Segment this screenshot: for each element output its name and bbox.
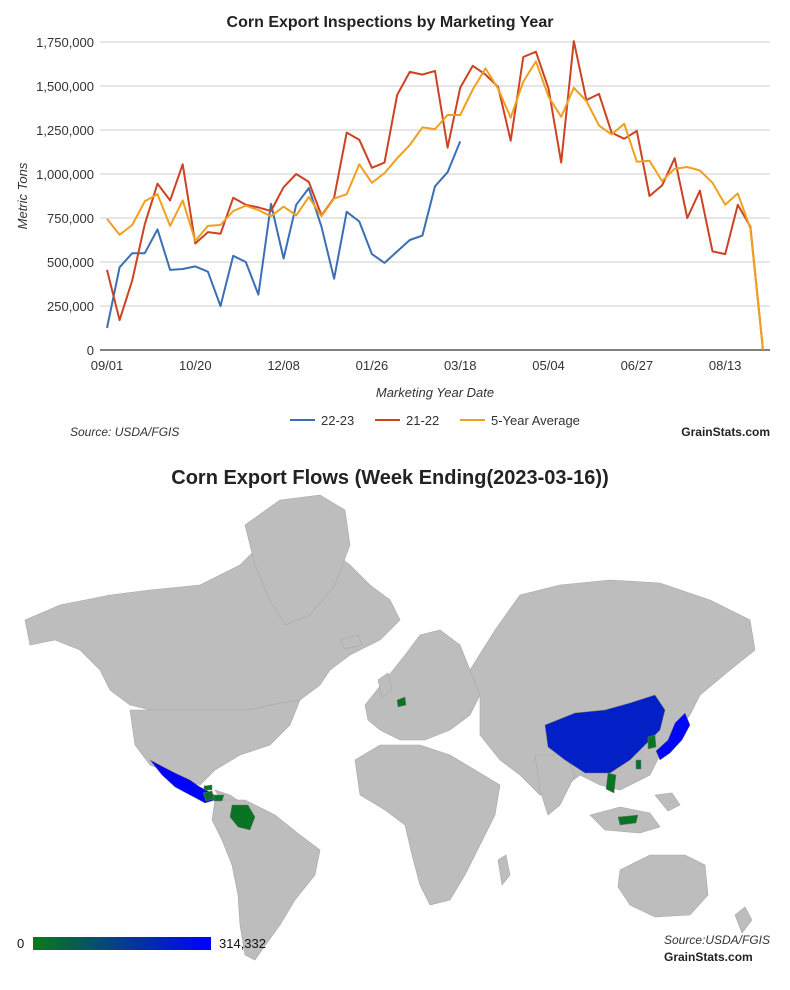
region-malaysia — [617, 814, 639, 826]
region-taiwan — [635, 759, 642, 770]
line-chart: Corn Export Inspections by Marketing Yea… — [15, 14, 770, 439]
y-tick-label: 1,000,000 — [36, 167, 94, 182]
series-line-21-22 — [106, 40, 764, 351]
export-flow-map: Corn Export Flows (Week Ending(2023-03-1… — [0, 455, 790, 985]
y-tick-label: 0 — [87, 343, 94, 358]
series-line-5-year-average — [106, 60, 764, 351]
x-tick-label: 10/20 — [179, 358, 212, 373]
y-tick-label: 1,250,000 — [36, 123, 94, 138]
scale-min-label: 0 — [17, 936, 24, 951]
region-jamaica — [203, 784, 213, 791]
x-tick-label: 06/27 — [621, 358, 654, 373]
y-tick-label: 250,000 — [47, 299, 94, 314]
legend-label: 5-Year Average — [491, 413, 580, 428]
x-tick-label: 12/08 — [267, 358, 300, 373]
grid-lines — [100, 41, 770, 351]
region-south-korea — [647, 734, 657, 750]
x-tick-label: 09/01 — [91, 358, 124, 373]
region-netherlands — [396, 696, 407, 708]
x-tick-label: 05/04 — [532, 358, 565, 373]
series-lines — [106, 40, 764, 351]
y-tick-label: 1,500,000 — [36, 79, 94, 94]
map-title: Corn Export Flows (Week Ending(2023-03-1… — [171, 467, 609, 489]
x-tick-label: 08/13 — [709, 358, 742, 373]
y-tick-label: 750,000 — [47, 211, 94, 226]
y-tick-label: 1,750,000 — [36, 35, 94, 50]
series-line-22-23 — [106, 141, 462, 329]
region-colombia — [229, 804, 256, 831]
region-honduras — [213, 794, 225, 802]
chart-brand: GrainStats.com — [681, 425, 770, 439]
y-tick-label: 500,000 — [47, 255, 94, 270]
legend-label: 22-23 — [321, 413, 354, 428]
scale-max-label: 314,332 — [219, 936, 266, 951]
highlighted-countries — [149, 694, 691, 831]
x-axis-title: Marketing Year Date — [376, 385, 494, 400]
x-tick-label: 03/18 — [444, 358, 477, 373]
legend: 22-23 21-22 5-Year Average — [290, 413, 580, 428]
map-source: Source:USDA/FGIS — [664, 933, 770, 947]
chart-title: Corn Export Inspections by Marketing Yea… — [227, 14, 554, 31]
y-tick-labels: 0 250,000 500,000 750,000 1,000,000 1,250,000… — [36, 35, 94, 358]
region-japan — [655, 712, 691, 761]
world-landmass — [24, 494, 756, 961]
legend-label: 21-22 — [406, 413, 439, 428]
y-axis-title: Metric Tons — [15, 162, 30, 229]
chart-source: Source: USDA/FGIS — [70, 425, 179, 439]
x-tick-label: 01/26 — [356, 358, 389, 373]
x-tick-labels: 09/01 10/20 12/08 01/26 03/18 05/04 06/27 08/13 — [91, 358, 742, 373]
color-scale-bar — [33, 937, 211, 950]
map-brand: GrainStats.com — [664, 950, 753, 964]
region-vietnam — [605, 772, 617, 794]
